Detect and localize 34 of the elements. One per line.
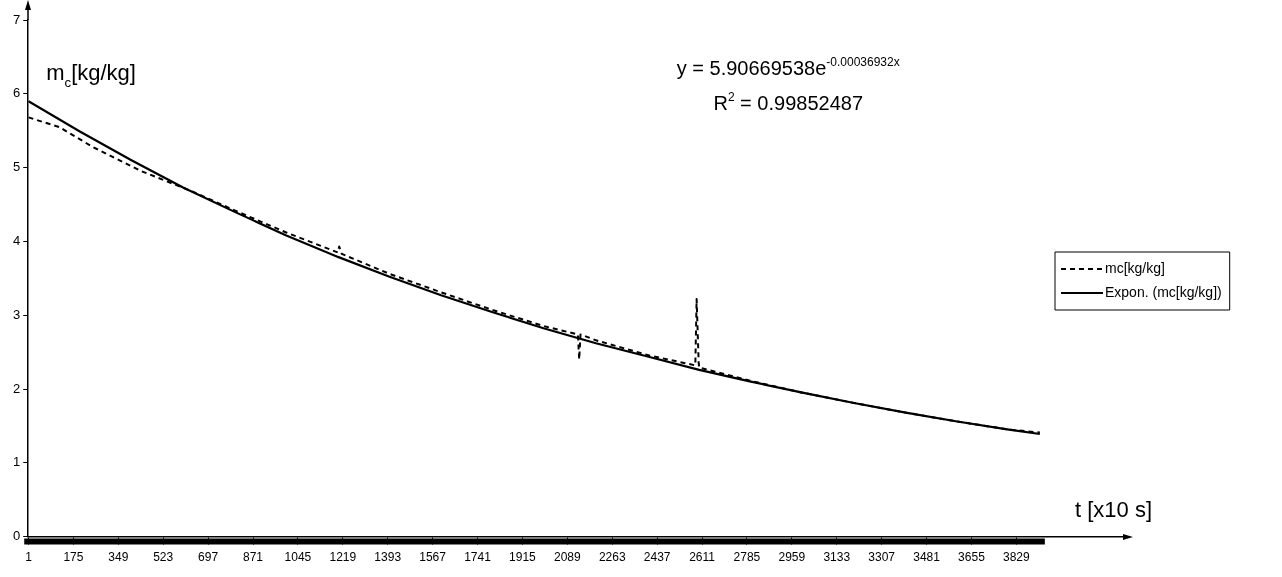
y-tick-label: 7: [13, 11, 21, 27]
x-tick-label: 1567: [419, 550, 447, 565]
y-tick-label: 3: [13, 306, 21, 322]
x-tick-label: 349: [108, 550, 129, 565]
x-tick-label: 871: [242, 550, 264, 565]
x-tick-label: 1741: [464, 550, 492, 565]
y-tick-label: 4: [13, 232, 21, 248]
x-tick-label: 3133: [823, 550, 851, 565]
x-tick-label: 3481: [913, 550, 941, 565]
x-tick-label: 523: [153, 550, 174, 565]
x-tick-label: 2089: [553, 550, 581, 565]
x-tick-label: 2611: [689, 550, 716, 565]
y-tick-label: 2: [13, 380, 21, 396]
x-tick-label: 2263: [598, 550, 626, 565]
x-tick-label: 2959: [778, 550, 806, 565]
x-tick-label: 1219: [329, 550, 357, 565]
legend-label: mc[kg/kg]: [1105, 259, 1165, 276]
y-tick-label: 5: [13, 159, 21, 175]
x-tick-label: 175: [63, 550, 84, 565]
x-axis-title: t [x10 s]: [1075, 496, 1153, 522]
x-tick-label: 3829: [1003, 550, 1031, 565]
x-tick-label: 1: [25, 550, 33, 565]
y-tick-label: 0: [13, 528, 21, 544]
x-tick-label: 3655: [958, 550, 986, 565]
legend-label: Expon. (mc[kg/kg]): [1105, 283, 1222, 300]
x-tick-label: 697: [198, 550, 219, 565]
y-tick-label: 6: [13, 85, 21, 101]
x-tick-label: 2437: [643, 550, 671, 565]
x-tick-label: 1915: [509, 550, 537, 565]
y-tick-label: 1: [13, 454, 21, 470]
x-tick-label: 2785: [733, 550, 761, 565]
x-tick-label: 1393: [374, 550, 402, 565]
x-tick-label: 1045: [284, 550, 312, 565]
x-tick-label: 3307: [868, 550, 896, 565]
